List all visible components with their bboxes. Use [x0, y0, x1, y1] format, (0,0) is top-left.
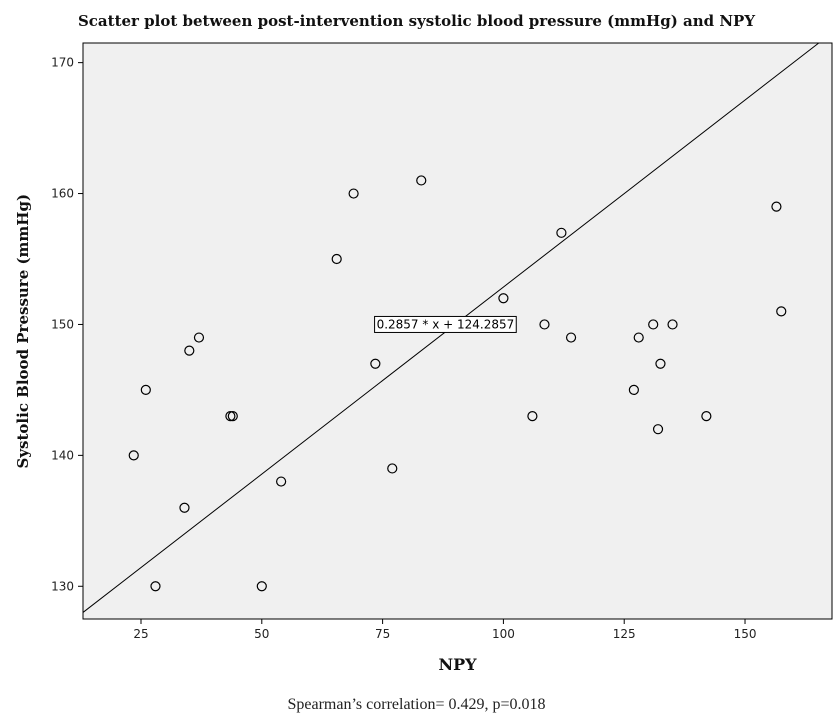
- data-point: [193, 332, 205, 343]
- data-point: [416, 175, 427, 186]
- data-point: [225, 410, 236, 422]
- y-tick-label: 160: [51, 187, 74, 201]
- chart-title: Scatter plot between post-intervention s…: [77, 12, 756, 30]
- y-tick-label: 140: [51, 448, 74, 462]
- x-tick-label: 100: [492, 627, 515, 641]
- x-tick-label: 150: [734, 627, 757, 641]
- data-point: [348, 188, 359, 199]
- data-point: [498, 293, 509, 304]
- data-point: [539, 319, 550, 330]
- data-point: [276, 476, 287, 487]
- x-tick-label: 25: [133, 627, 148, 641]
- fit-equation-label: 0.2857 * x + 124.2857: [374, 315, 517, 333]
- y-tick-label: 170: [51, 56, 74, 70]
- data-point: [128, 450, 139, 461]
- data-point: [184, 345, 195, 356]
- data-point: [331, 253, 342, 265]
- y-axis-label: Systolic Blood Pressure (mmHg): [14, 193, 32, 469]
- data-point: [556, 227, 567, 238]
- data-point: [150, 581, 161, 592]
- data-point: [655, 358, 666, 369]
- x-tick-label: 125: [613, 627, 636, 641]
- fit-equation-text: 0.2857 * x + 124.2857: [377, 317, 515, 331]
- correlation-caption: Spearman’s correlation= 0.429, p=0.018: [287, 696, 546, 713]
- data-points: [128, 175, 787, 592]
- y-tick-label: 150: [51, 317, 74, 331]
- data-point: [648, 319, 659, 330]
- data-point: [256, 581, 267, 592]
- data-point: [652, 424, 664, 435]
- data-point: [701, 410, 712, 422]
- data-point: [370, 358, 381, 369]
- data-point: [628, 384, 639, 396]
- data-point: [565, 332, 577, 343]
- data-point: [387, 463, 398, 474]
- x-tick-label: 75: [375, 627, 390, 641]
- fit-equation-box: [374, 315, 517, 333]
- data-point: [776, 306, 787, 317]
- data-point: [667, 319, 678, 330]
- x-tick-label: 50: [254, 627, 269, 641]
- data-point: [179, 502, 190, 513]
- data-point: [140, 384, 151, 396]
- data-point: [527, 410, 538, 422]
- data-point: [633, 332, 644, 343]
- data-point: [227, 410, 238, 422]
- axis-ticks: 130 140 150 160 170 25 50 75 100 125 150: [51, 56, 756, 641]
- x-axis-label: NPY: [438, 655, 477, 674]
- y-tick-label: 130: [51, 579, 74, 593]
- data-point: [771, 201, 782, 212]
